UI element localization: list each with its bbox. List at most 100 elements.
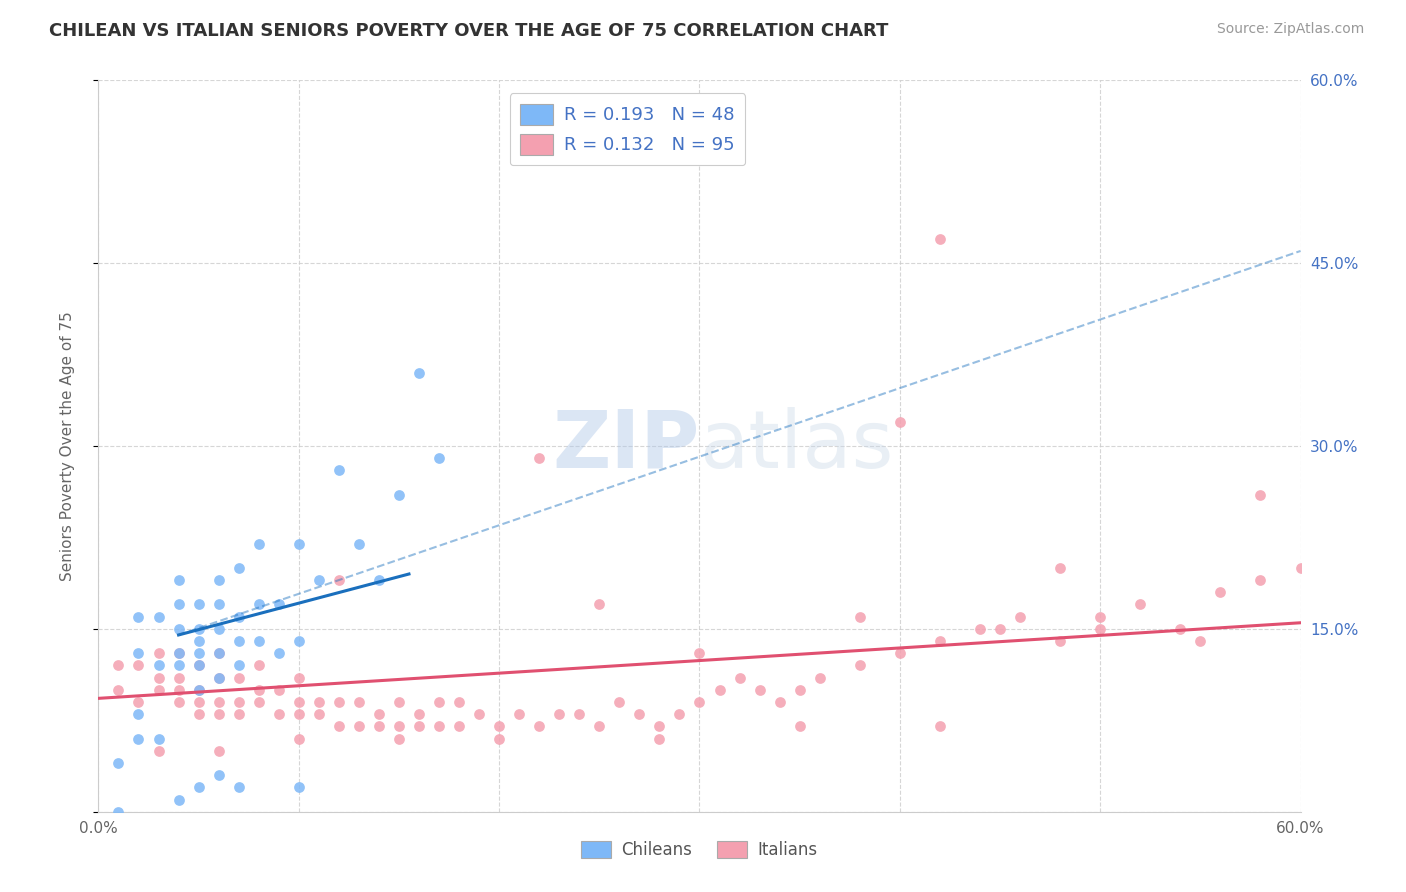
Point [228, 671, 250, 685]
Point [1289, 561, 1312, 575]
Point [228, 780, 250, 795]
Point [187, 658, 209, 673]
Point [447, 719, 470, 733]
Point [408, 707, 430, 722]
Point [167, 695, 190, 709]
Point [1049, 561, 1071, 575]
Point [228, 609, 250, 624]
Point [208, 671, 231, 685]
Point [148, 646, 170, 660]
Point [107, 805, 129, 819]
Point [247, 634, 270, 648]
Point [849, 609, 872, 624]
Point [328, 463, 350, 477]
Point [208, 646, 231, 660]
Point [167, 573, 190, 587]
Point [148, 658, 170, 673]
Point [208, 695, 231, 709]
Point [388, 719, 411, 733]
Point [388, 731, 411, 746]
Point [208, 671, 231, 685]
Point [128, 609, 150, 624]
Point [148, 671, 170, 685]
Point [107, 658, 129, 673]
Point [167, 682, 190, 697]
Point [588, 598, 610, 612]
Point [488, 719, 510, 733]
Point [128, 646, 150, 660]
Point [228, 707, 250, 722]
Point [308, 695, 330, 709]
Y-axis label: Seniors Poverty Over the Age of 75: Seniors Poverty Over the Age of 75 [60, 311, 75, 581]
Point [488, 731, 510, 746]
Point [187, 780, 209, 795]
Point [408, 719, 430, 733]
Point [267, 707, 290, 722]
Point [208, 646, 231, 660]
Point [208, 768, 231, 782]
Point [208, 598, 231, 612]
Point [148, 682, 170, 697]
Point [288, 671, 311, 685]
Point [208, 622, 231, 636]
Point [288, 780, 311, 795]
Point [508, 707, 530, 722]
Point [167, 622, 190, 636]
Point [208, 744, 231, 758]
Point [128, 707, 150, 722]
Point [167, 598, 190, 612]
Point [889, 646, 911, 660]
Point [447, 695, 470, 709]
Point [187, 682, 209, 697]
Point [228, 561, 250, 575]
Point [148, 609, 170, 624]
Point [187, 634, 209, 648]
Point [427, 695, 450, 709]
Point [187, 695, 209, 709]
Point [328, 719, 350, 733]
Point [689, 646, 711, 660]
Point [368, 707, 391, 722]
Point [167, 671, 190, 685]
Point [808, 671, 831, 685]
Point [1088, 622, 1111, 636]
Point [247, 682, 270, 697]
Point [187, 707, 209, 722]
Point [228, 634, 250, 648]
Point [328, 573, 350, 587]
Point [1049, 634, 1071, 648]
Point [128, 658, 150, 673]
Point [208, 707, 231, 722]
Point [107, 756, 129, 770]
Point [929, 634, 952, 648]
Point [1250, 488, 1272, 502]
Point [187, 658, 209, 673]
Point [668, 707, 690, 722]
Point [427, 451, 450, 466]
Point [408, 366, 430, 380]
Point [548, 707, 571, 722]
Point [588, 719, 610, 733]
Point [628, 707, 651, 722]
Point [167, 792, 190, 806]
Point [769, 695, 792, 709]
Point [648, 719, 671, 733]
Point [789, 682, 811, 697]
Point [187, 646, 209, 660]
Point [208, 573, 231, 587]
Text: ZIP: ZIP [553, 407, 700, 485]
Point [748, 682, 770, 697]
Point [228, 695, 250, 709]
Point [1129, 598, 1152, 612]
Point [308, 707, 330, 722]
Point [167, 646, 190, 660]
Point [187, 598, 209, 612]
Point [288, 536, 311, 550]
Point [929, 719, 952, 733]
Point [128, 731, 150, 746]
Point [709, 682, 731, 697]
Point [267, 646, 290, 660]
Point [167, 658, 190, 673]
Point [288, 731, 311, 746]
Point [1088, 609, 1111, 624]
